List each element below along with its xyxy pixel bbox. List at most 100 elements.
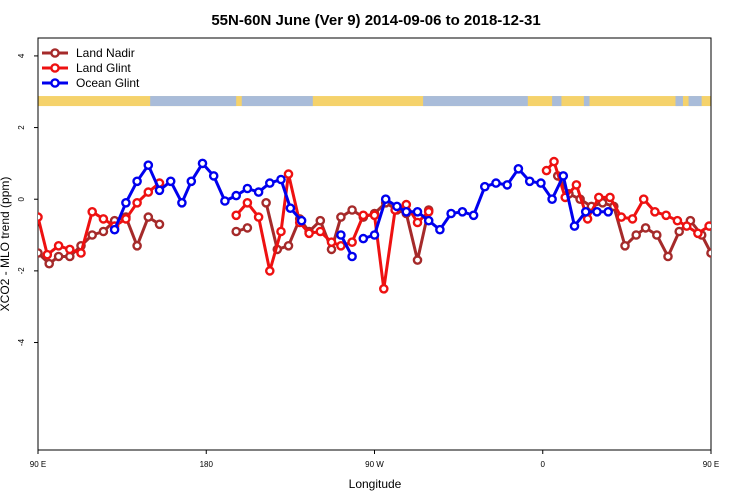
data-point-land-nadir <box>315 215 326 226</box>
data-point-land-nadir <box>412 255 423 265</box>
data-point-land-glint <box>571 180 582 190</box>
data-point-land-glint <box>132 197 142 208</box>
data-point-land-glint <box>369 210 380 221</box>
data-point-land-glint <box>283 169 294 179</box>
data-point-ocean-glint <box>285 203 296 213</box>
data-point-ocean-glint <box>165 176 176 187</box>
x-tick-label: 90 E <box>703 460 719 469</box>
data-point-land-glint <box>326 237 337 247</box>
y-tick-label: 0 <box>17 196 26 201</box>
data-point-land-nadir <box>53 251 64 262</box>
ocean-band-segment <box>583 96 590 107</box>
data-point-ocean-glint <box>336 230 346 240</box>
data-point-land-glint <box>76 248 86 258</box>
data-point-land-glint <box>650 206 660 217</box>
data-point-ocean-glint <box>143 160 154 170</box>
data-point-ocean-glint <box>468 210 479 221</box>
data-point-ocean-glint <box>197 158 208 169</box>
data-point-ocean-glint <box>435 224 445 235</box>
y-tick-label: 2 <box>17 125 26 130</box>
data-point-land-nadir <box>706 248 711 258</box>
ocean-band-segment <box>241 96 313 107</box>
data-point-land-nadir <box>283 240 294 251</box>
data-point-ocean-glint <box>502 180 513 190</box>
data-point-land-glint <box>304 228 314 239</box>
data-point-land-nadir <box>631 230 642 240</box>
data-point-ocean-glint <box>569 221 580 231</box>
data-point-land-nadir <box>154 219 165 230</box>
data-point-ocean-glint <box>603 206 614 217</box>
data-point-land-glint <box>98 214 109 224</box>
data-point-ocean-glint <box>109 224 120 235</box>
data-point-ocean-glint <box>296 215 307 226</box>
data-point-land-glint <box>347 237 357 247</box>
legend-marker-land-glint <box>50 63 60 73</box>
data-point-ocean-glint <box>446 208 456 219</box>
data-point-land-glint <box>594 192 604 203</box>
data-point-land-glint <box>65 244 75 255</box>
data-point-land-glint <box>38 212 43 222</box>
data-point-ocean-glint <box>592 206 602 217</box>
data-point-land-glint <box>681 221 692 231</box>
data-point-land-nadir <box>132 240 142 251</box>
data-point-ocean-glint <box>401 206 412 217</box>
legend-label-land-glint: Land Glint <box>76 61 131 75</box>
data-point-land-glint <box>336 240 346 251</box>
legend-label-ocean-glint: Ocean Glint <box>76 76 140 90</box>
data-point-ocean-glint <box>264 178 275 188</box>
data-point-land-nadir <box>663 251 673 262</box>
data-point-land-glint <box>672 215 683 226</box>
data-point-land-nadir <box>652 230 662 240</box>
data-point-ocean-glint <box>491 178 501 188</box>
data-point-ocean-glint <box>253 187 264 197</box>
data-point-ocean-glint <box>457 206 468 217</box>
data-point-land-nadir <box>231 226 241 237</box>
legend-marker-land-nadir <box>50 48 60 58</box>
data-point-ocean-glint <box>347 251 357 262</box>
data-point-ocean-glint <box>380 194 391 204</box>
data-point-ocean-glint <box>513 163 524 174</box>
data-point-land-glint <box>541 165 552 176</box>
data-point-land-glint <box>53 240 64 251</box>
ocean-band-segment <box>552 96 562 107</box>
data-point-land-glint <box>276 226 286 237</box>
data-point-land-glint <box>693 228 703 239</box>
data-point-land-glint <box>87 206 97 217</box>
legend-label-land-nadir: Land Nadir <box>76 46 135 60</box>
data-point-land-glint <box>121 214 131 224</box>
data-point-ocean-glint <box>558 171 569 181</box>
y-tick-label: 4 <box>17 53 26 58</box>
data-point-land-nadir <box>143 212 154 222</box>
data-point-land-glint <box>661 210 671 221</box>
data-point-ocean-glint <box>208 171 219 181</box>
data-point-ocean-glint <box>412 206 423 217</box>
land-ocean-band <box>38 96 711 107</box>
data-point-land-nadir <box>44 258 55 269</box>
y-axis: -4 -2 0 2 4 <box>17 53 38 346</box>
data-point-ocean-glint <box>547 194 557 204</box>
data-point-land-nadir <box>261 197 271 208</box>
data-point-land-glint <box>358 210 369 221</box>
series-ocean-glint <box>109 158 614 262</box>
data-point-ocean-glint <box>479 181 490 192</box>
data-point-ocean-glint <box>276 174 286 185</box>
data-point-ocean-glint <box>121 197 131 208</box>
ocean-band-segment <box>688 96 702 107</box>
data-point-land-glint <box>616 212 627 222</box>
data-point-land-glint <box>605 192 615 203</box>
data-point-ocean-glint <box>392 201 402 212</box>
y-axis-label: XCO2 - MLO trend (ppm) <box>0 177 12 312</box>
y-tick-label: -4 <box>17 338 26 346</box>
data-point-ocean-glint <box>177 197 187 208</box>
ocean-band-segment <box>675 96 683 107</box>
x-axis: 90 E 180 90 W 0 90 E <box>30 450 719 469</box>
data-point-land-glint <box>315 226 326 237</box>
data-point-land-nadir <box>640 223 651 233</box>
data-point-land-nadir <box>38 248 43 258</box>
data-point-ocean-glint <box>154 185 165 196</box>
data-point-land-glint <box>231 210 241 221</box>
data-point-ocean-glint <box>242 183 253 194</box>
x-tick-label: 0 <box>541 460 546 469</box>
